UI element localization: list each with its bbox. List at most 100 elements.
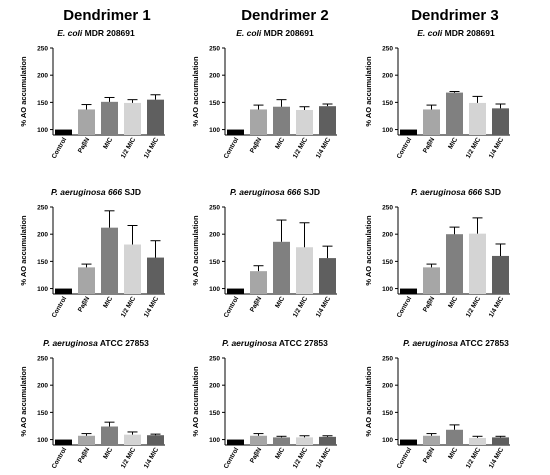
- x-tick-label: 1/4 MIC: [488, 295, 506, 318]
- x-tick-label: 1/4 MIC: [488, 446, 506, 469]
- bar: [124, 244, 141, 294]
- y-tick-label: 150: [37, 259, 48, 266]
- x-tick-label: Control: [51, 295, 69, 319]
- x-tick-label: Control: [51, 446, 69, 470]
- y-tick-label: 200: [209, 383, 220, 390]
- panel-title: P. aeruginosa 666 SJD: [51, 187, 141, 197]
- panel-title-species: P. aeruginosa: [222, 338, 277, 348]
- y-axis-label: % AO accumulation: [191, 366, 200, 437]
- y-tick-label: 100: [382, 437, 393, 444]
- x-tick-label: PaβN: [77, 446, 92, 464]
- x-tick-label: Control: [223, 446, 241, 470]
- bar: [446, 92, 463, 135]
- bar: [469, 102, 486, 135]
- y-tick-label: 100: [37, 437, 48, 444]
- y-axis-label: % AO accumulation: [19, 215, 28, 286]
- x-tick-label: 1/2 MIC: [120, 446, 138, 469]
- bar: [400, 129, 417, 135]
- x-tick-label: MIC: [447, 136, 459, 150]
- x-tick-label: 1/4 MIC: [315, 136, 333, 159]
- panel: E. coli MDR 208691 % AO accumulation 100 15…: [364, 28, 510, 160]
- x-tick-label: 1/4 MIC: [143, 136, 161, 159]
- y-axis-label: % AO accumulation: [19, 366, 28, 437]
- y-tick-label: 200: [37, 383, 48, 390]
- y-tick-label: 250: [37, 205, 48, 212]
- x-tick-label: 1/2 MIC: [292, 136, 310, 159]
- y-tick-label: 100: [37, 127, 48, 134]
- y-tick-label: 200: [37, 232, 48, 239]
- panel-title-species: E. coli: [417, 28, 443, 38]
- x-tick-label: 1/2 MIC: [120, 295, 138, 318]
- y-tick-label: 200: [209, 232, 220, 239]
- panel-title-strain: ATCC 27853: [98, 338, 149, 348]
- y-tick-label: 250: [209, 205, 220, 212]
- x-tick-label: PaβN: [77, 136, 92, 154]
- panel-title: E. coli MDR 208691: [236, 28, 314, 38]
- bar: [124, 434, 141, 445]
- y-axis-label: % AO accumulation: [191, 56, 200, 127]
- y-tick-label: 200: [209, 73, 220, 80]
- x-tick-label: 1/2 MIC: [465, 295, 483, 318]
- x-tick-label: MIC: [102, 446, 114, 460]
- bar: [319, 436, 336, 445]
- y-tick-label: 250: [37, 356, 48, 363]
- y-tick-label: 250: [382, 46, 393, 53]
- bar: [273, 106, 290, 135]
- bar: [296, 247, 313, 294]
- panel: P. aeruginosa 666 SJD % AO accumulation 10…: [364, 187, 510, 319]
- y-tick-label: 100: [382, 286, 393, 293]
- bar: [492, 108, 509, 135]
- y-tick-label: 150: [37, 100, 48, 107]
- bar: [492, 255, 509, 294]
- bar: [250, 109, 267, 135]
- panel-title: E. coli MDR 208691: [417, 28, 495, 38]
- bar: [227, 129, 244, 135]
- y-tick-label: 200: [382, 232, 393, 239]
- x-tick-label: MIC: [102, 295, 114, 309]
- y-axis-label: % AO accumulation: [364, 366, 373, 437]
- x-tick-label: MIC: [102, 136, 114, 150]
- bar: [319, 106, 336, 135]
- x-tick-label: PaβN: [249, 295, 264, 313]
- x-tick-label: 1/4 MIC: [315, 446, 333, 469]
- y-tick-label: 250: [382, 356, 393, 363]
- panel-title: P. aeruginosa ATCC 27853: [222, 338, 328, 348]
- y-tick-label: 100: [382, 127, 393, 134]
- bar: [250, 435, 267, 445]
- bar: [55, 288, 72, 294]
- panel-title-species: P. aeruginosa 666: [51, 187, 122, 197]
- y-tick-label: 200: [382, 73, 393, 80]
- panel-title: P. aeruginosa 666 SJD: [411, 187, 501, 197]
- x-tick-label: 1/2 MIC: [465, 446, 483, 469]
- x-tick-label: PaβN: [77, 295, 92, 313]
- y-axis-label: % AO accumulation: [191, 215, 200, 286]
- x-tick-label: MIC: [447, 295, 459, 309]
- panel: E. coli MDR 208691 % AO accumulation 100 15…: [191, 28, 337, 160]
- bar: [400, 288, 417, 294]
- bar: [250, 271, 267, 294]
- y-axis-label: % AO accumulation: [364, 215, 373, 286]
- bar: [78, 435, 95, 445]
- bar: [78, 267, 95, 294]
- panel: P. aeruginosa ATCC 27853 % AO accumulatio…: [19, 338, 165, 470]
- panel-title: P. aeruginosa ATCC 27853: [403, 338, 509, 348]
- x-tick-label: PaβN: [422, 136, 437, 154]
- bar: [147, 99, 164, 135]
- bar: [101, 227, 118, 294]
- panel-title-strain: MDR 208691: [442, 28, 495, 38]
- bar: [55, 129, 72, 135]
- x-tick-label: MIC: [274, 446, 286, 460]
- panel-title-species: P. aeruginosa: [43, 338, 98, 348]
- panel-title-species: P. aeruginosa: [403, 338, 458, 348]
- panel: P. aeruginosa 666 SJD % AO accumulation 10…: [191, 187, 337, 319]
- column-header: Dendrimer 1: [63, 7, 151, 24]
- bar: [423, 435, 440, 445]
- x-tick-label: 1/2 MIC: [465, 136, 483, 159]
- panel: E. coli MDR 208691 % AO accumulation 100 15…: [19, 28, 165, 160]
- x-tick-label: PaβN: [249, 446, 264, 464]
- bar: [296, 109, 313, 135]
- bar: [469, 437, 486, 445]
- bar: [273, 437, 290, 445]
- x-tick-label: 1/4 MIC: [315, 295, 333, 318]
